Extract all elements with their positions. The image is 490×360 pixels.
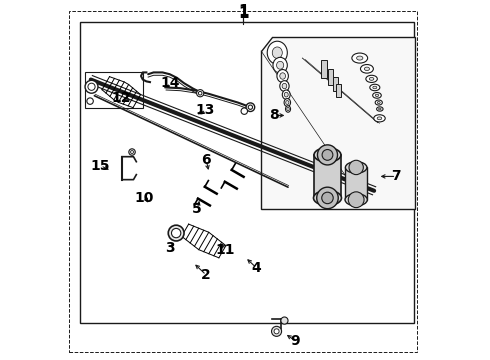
Ellipse shape: [377, 117, 382, 120]
Ellipse shape: [282, 84, 287, 89]
Text: 10: 10: [135, 191, 154, 205]
Circle shape: [348, 192, 364, 208]
Ellipse shape: [280, 81, 289, 91]
Text: 12: 12: [112, 90, 131, 104]
Circle shape: [246, 103, 255, 112]
Text: 1: 1: [238, 4, 248, 19]
Ellipse shape: [276, 61, 284, 69]
Ellipse shape: [366, 75, 377, 82]
Circle shape: [241, 108, 247, 114]
Ellipse shape: [280, 73, 286, 79]
Ellipse shape: [287, 107, 289, 111]
Ellipse shape: [377, 102, 380, 104]
Ellipse shape: [345, 162, 367, 173]
Text: 13: 13: [196, 103, 215, 117]
Ellipse shape: [277, 69, 289, 82]
Ellipse shape: [379, 108, 381, 110]
Bar: [314, 155, 341, 198]
Circle shape: [198, 91, 202, 95]
Circle shape: [349, 160, 364, 175]
Ellipse shape: [314, 148, 341, 162]
Circle shape: [172, 228, 181, 238]
Circle shape: [196, 90, 204, 97]
Text: 2: 2: [201, 268, 210, 282]
Bar: [321, 60, 327, 78]
Circle shape: [322, 192, 333, 204]
Ellipse shape: [272, 47, 282, 58]
Ellipse shape: [373, 93, 381, 98]
Ellipse shape: [284, 99, 291, 107]
Text: 7: 7: [391, 170, 400, 183]
Ellipse shape: [314, 190, 342, 206]
Bar: [345, 167, 367, 200]
Text: 8: 8: [269, 108, 278, 122]
Ellipse shape: [375, 94, 379, 96]
Ellipse shape: [374, 115, 385, 122]
Ellipse shape: [345, 194, 368, 206]
Ellipse shape: [284, 92, 288, 97]
Circle shape: [168, 225, 184, 241]
Circle shape: [322, 149, 333, 160]
Ellipse shape: [352, 53, 368, 63]
Text: 6: 6: [201, 153, 210, 167]
Text: 15: 15: [90, 159, 109, 173]
Ellipse shape: [273, 57, 287, 73]
Ellipse shape: [370, 84, 380, 91]
Circle shape: [318, 145, 338, 165]
Ellipse shape: [286, 106, 291, 112]
Ellipse shape: [375, 100, 382, 105]
Bar: [328, 69, 333, 85]
Text: 1: 1: [238, 6, 248, 21]
Polygon shape: [261, 37, 416, 209]
Ellipse shape: [267, 41, 287, 64]
Circle shape: [87, 98, 93, 104]
Circle shape: [88, 83, 95, 90]
Circle shape: [85, 80, 98, 93]
Circle shape: [317, 187, 338, 209]
Circle shape: [281, 317, 288, 324]
Ellipse shape: [286, 100, 289, 104]
Text: 11: 11: [216, 243, 235, 257]
Bar: [333, 77, 338, 91]
Text: 9: 9: [291, 334, 300, 348]
Circle shape: [131, 150, 133, 153]
Text: 3: 3: [165, 241, 174, 255]
Circle shape: [274, 329, 279, 334]
Circle shape: [271, 326, 282, 336]
Text: 14: 14: [160, 76, 179, 90]
Circle shape: [129, 149, 135, 155]
Ellipse shape: [361, 64, 373, 73]
Bar: [337, 84, 342, 97]
Ellipse shape: [373, 86, 377, 89]
Ellipse shape: [365, 67, 369, 71]
Circle shape: [248, 105, 252, 109]
Ellipse shape: [357, 56, 363, 60]
Text: 5: 5: [192, 202, 201, 216]
Ellipse shape: [369, 77, 374, 80]
Ellipse shape: [282, 90, 290, 99]
Text: 4: 4: [251, 261, 261, 275]
Ellipse shape: [377, 107, 383, 111]
